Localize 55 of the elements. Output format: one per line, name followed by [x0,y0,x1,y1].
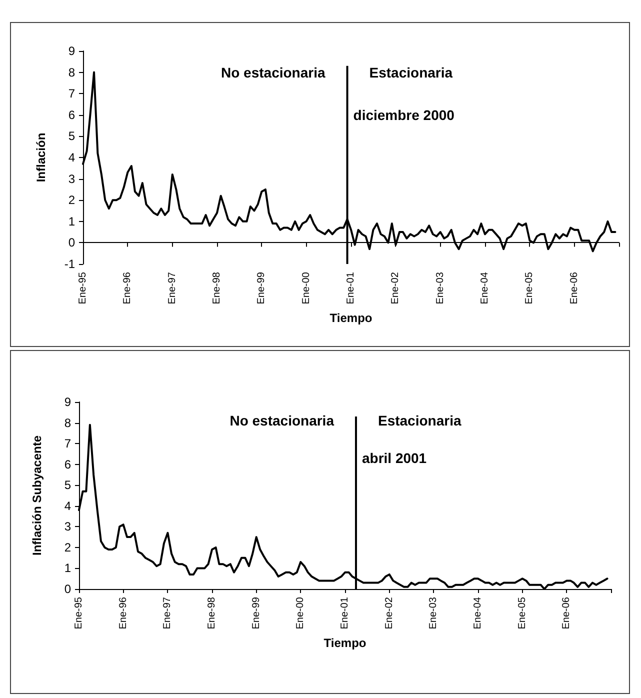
y-tick-label: 5 [68,129,76,144]
x-tick-label: Ene-05 [516,596,528,630]
ref-line-label: abril 2001 [362,450,427,466]
y-tick-label: 5 [64,478,72,492]
x-tick-label: Ene-03 [434,272,446,304]
y-tick-label: 9 [64,395,72,409]
y-tick-label: 6 [64,457,72,472]
annotation: Estacionaria [378,412,462,429]
y-tick-label: -1 [64,257,76,271]
x-tick-label: Ene-01 [340,596,351,630]
y-tick-label: 4 [64,498,72,513]
ref-line-label: diciembre 2000 [353,106,455,123]
annotation: No estacionaria [221,64,326,80]
x-tick-label: Ene-02 [384,596,395,630]
x-tick-label: Ene-06 [561,596,572,630]
x-tick-label: Ene-95 [74,596,84,630]
x-tick-label: Ene-99 [250,596,262,630]
x-tick-label: Ene-05 [524,272,536,304]
x-tick-label: Ene-95 [78,272,88,304]
x-axis-title: Tiempo [330,311,372,326]
x-tick-label: Ene-04 [479,272,490,304]
x-tick-label: Ene-01 [346,272,357,304]
x-tick-label: Ene-06 [568,272,580,304]
y-tick-label: 1 [68,214,76,228]
x-tick-label: Ene-02 [390,272,402,304]
y-tick-label: 3 [68,172,76,186]
annotation: No estacionaria [230,412,334,429]
y-tick-label: 8 [64,416,72,430]
y-axis-title: Inflación Subyacente [30,435,44,556]
y-tick-label: 2 [64,540,72,554]
y-tick-label: 2 [68,193,76,208]
x-tick-label: Ene-96 [118,596,129,630]
y-tick-label: 7 [64,436,72,451]
y-tick-label: 7 [68,86,76,101]
x-tick-label: Ene-98 [206,596,218,630]
y-tick-label: 8 [68,65,76,80]
y-tick-label: 4 [68,150,76,164]
x-tick-label: Ene-00 [295,596,306,630]
x-tick-label: Ene-04 [472,596,484,630]
x-tick-label: Ene-99 [256,272,268,304]
x-tick-label: Ene-98 [212,272,223,304]
y-tick-label: 9 [68,44,76,58]
y-tick-label: 3 [64,520,72,534]
y-axis-title: Inflación [34,132,48,182]
x-tick-label: Ene-03 [428,596,440,630]
y-tick-label: 1 [64,561,72,576]
x-tick-label: Ene-00 [300,272,312,304]
y-tick-label: 6 [68,108,76,122]
y-tick-label: 0 [68,236,76,250]
x-tick-label: Ene-96 [122,272,134,304]
annotation: Estacionaria [369,64,453,80]
x-tick-label: Ene-97 [166,272,178,304]
x-axis-title: Tiempo [324,636,366,650]
x-tick-label: Ene-97 [162,596,174,630]
y-tick-label: 0 [64,582,72,596]
